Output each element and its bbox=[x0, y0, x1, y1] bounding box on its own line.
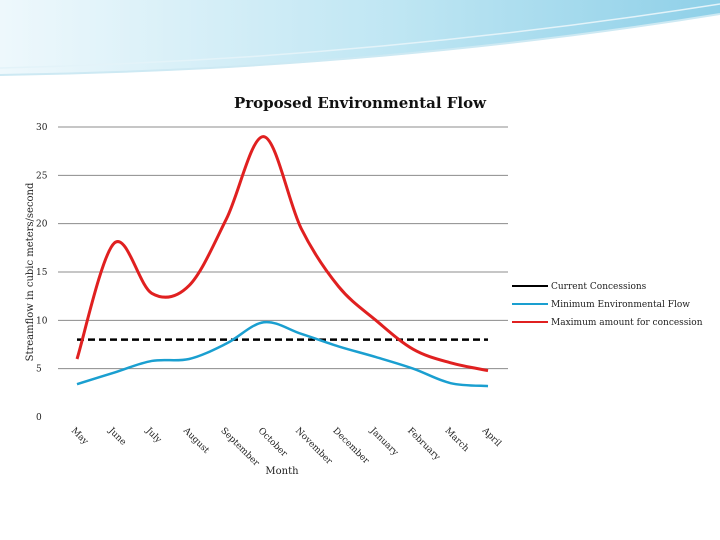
x-tick-september: September bbox=[218, 426, 261, 469]
x-tick-january: January bbox=[367, 425, 400, 458]
x-tick-june: June bbox=[106, 425, 128, 447]
banner-wave-line-2 bbox=[0, 3, 720, 69]
y-tick-5: 5 bbox=[36, 365, 42, 375]
banner-wave-line bbox=[0, 13, 720, 76]
y-tick-20: 20 bbox=[36, 220, 48, 230]
legend-label-current-concessions: Current Concessions bbox=[551, 282, 647, 292]
grid-lines bbox=[58, 126, 508, 370]
decorative-banner bbox=[0, 0, 720, 76]
x-tick-april: April bbox=[479, 425, 503, 449]
x-tick-july: July bbox=[143, 425, 164, 446]
series-line-maximum-amount-for-concession bbox=[75, 135, 489, 373]
banner-wave-fill bbox=[0, 0, 720, 75]
x-tick-august: August bbox=[180, 425, 211, 456]
y-axis-label: Streamflow in cubic meters/second bbox=[25, 182, 36, 361]
y-tick-25: 25 bbox=[36, 171, 48, 181]
x-tick-october: October bbox=[256, 426, 290, 460]
y-tick-0: 0 bbox=[36, 413, 42, 423]
y-tick-30: 30 bbox=[36, 123, 48, 133]
x-tick-may: May bbox=[69, 426, 91, 448]
x-axis-label: Month bbox=[265, 466, 299, 477]
chart-title: Proposed Environmental Flow bbox=[234, 94, 487, 112]
x-tick-march: March bbox=[443, 426, 471, 454]
legend-label-minimum-environmental-flow: Minimum Environmental Flow bbox=[551, 300, 690, 310]
series-line-minimum-environmental-flow bbox=[76, 320, 489, 388]
x-tick-november: November bbox=[293, 426, 334, 467]
series-lines bbox=[75, 135, 489, 388]
x-tick-february: February bbox=[405, 426, 442, 463]
y-tick-labels: 0 5 10 15 20 25 30 bbox=[36, 123, 48, 423]
x-tick-december: December bbox=[330, 426, 371, 467]
legend: Current Concessions Minimum Environmental… bbox=[512, 282, 703, 328]
legend-label-maximum-amount-for-concession: Maximum amount for concession bbox=[551, 318, 703, 328]
y-tick-15: 15 bbox=[36, 268, 48, 278]
y-tick-10: 10 bbox=[36, 316, 48, 326]
